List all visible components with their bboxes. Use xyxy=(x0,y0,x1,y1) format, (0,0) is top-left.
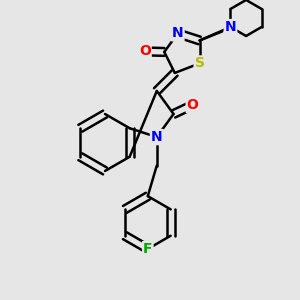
Text: S: S xyxy=(195,56,205,70)
Text: N: N xyxy=(172,26,184,40)
Text: N: N xyxy=(225,20,236,34)
Text: O: O xyxy=(187,98,199,112)
Text: N: N xyxy=(151,130,163,144)
Text: O: O xyxy=(139,44,151,58)
Text: F: F xyxy=(143,242,152,256)
Text: N: N xyxy=(151,130,163,144)
